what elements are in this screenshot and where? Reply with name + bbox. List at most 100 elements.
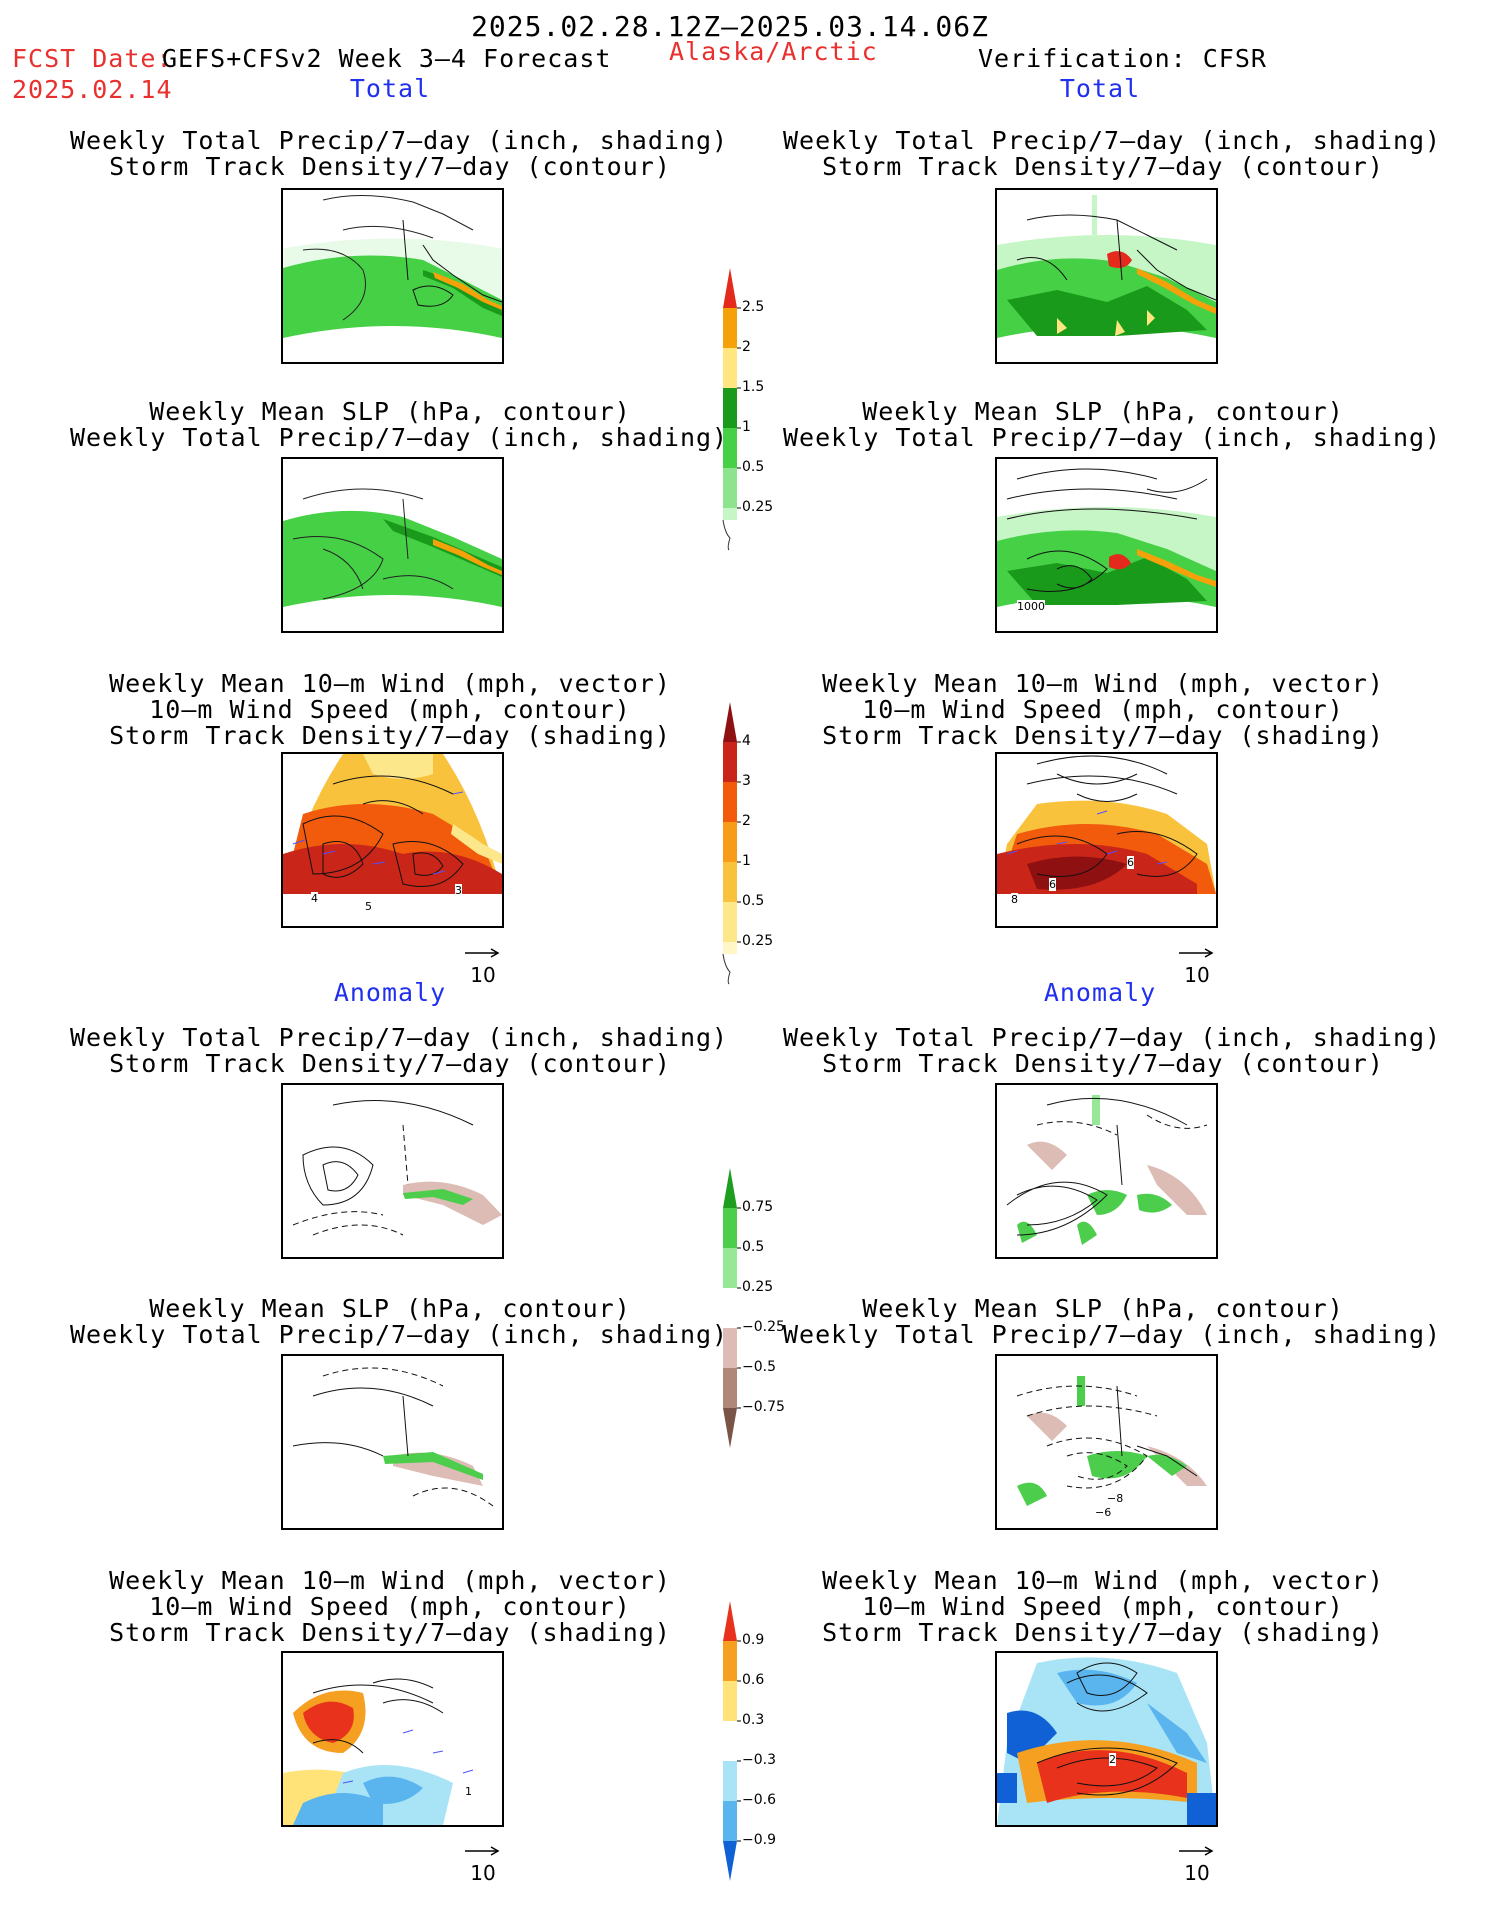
- colorbar-cap: [723, 1168, 737, 1208]
- colorbar-tail: [722, 519, 731, 551]
- panel-title: 10–m Wind Speed (mph, contour): [149, 1592, 631, 1621]
- panel-title: Weekly Mean 10–m Wind (mph, vector): [109, 1566, 671, 1595]
- verification-label: Verification: CFSR: [978, 44, 1267, 73]
- colorbar-segment: [723, 1368, 737, 1408]
- colorbar-tick-label: 0.3: [742, 1712, 765, 1728]
- reference-vector: 10: [463, 1842, 503, 1885]
- panel-title: Storm Track Density/7–day (contour): [109, 1049, 671, 1078]
- reference-vector-label: 10: [470, 963, 496, 987]
- colorbar-storm-total: 4 3 2 1 0.5 0.25: [719, 702, 789, 985]
- colorbar-tick-label: 0.25: [742, 933, 774, 949]
- panel-title: Weekly Mean 10–m Wind (mph, vector): [822, 1566, 1384, 1595]
- section-total-right: Total: [1059, 74, 1141, 103]
- panel-title: Weekly Mean 10–m Wind (mph, vector): [109, 669, 671, 698]
- colorbar-segment: [723, 428, 737, 468]
- colorbar-segment: [723, 348, 737, 388]
- colorbar-graphic: [723, 1601, 741, 1881]
- colorbar-precip-total: 2.5 2 1.5 1 0.5 0.25: [719, 268, 789, 551]
- region-title: Alaska/Arctic: [669, 37, 878, 66]
- colorbar-tick-label: 4: [742, 733, 751, 749]
- map-slp-precip-anom-cfsr: −8 −6: [995, 1354, 1218, 1530]
- panel-title: 10–m Wind Speed (mph, contour): [149, 695, 631, 724]
- period-title: 2025.02.28.12Z–2025.03.14.06Z: [471, 10, 989, 43]
- colorbar-graphic: [722, 702, 741, 985]
- panel-title: Weekly Total Precip/7–day (inch, shading…: [783, 1320, 1442, 1349]
- arrow-icon: [465, 1846, 500, 1856]
- colorbar-tick-label: −0.9: [742, 1832, 776, 1848]
- map-precip-total-gefs: [281, 188, 504, 364]
- colorbar-tail: [722, 953, 731, 985]
- map-slp-precip-total-gefs: [281, 457, 504, 633]
- fcst-date-value: 2025.02.14: [12, 75, 173, 104]
- arrow-icon: [1179, 948, 1214, 958]
- reference-vector: 10: [1177, 944, 1217, 987]
- colorbar-segment: [723, 508, 737, 520]
- colorbar-segment: [723, 388, 737, 428]
- map-contour-label: −6: [1095, 1506, 1112, 1519]
- colorbar-storm-anom: 0.9 0.6 0.3 −0.3 −0.6 −0.9: [719, 1601, 789, 1883]
- colorbar-tick-label: 0.25: [742, 499, 774, 515]
- map-wind-storm-anom-gefs: 1: [281, 1651, 504, 1827]
- panel-title: Storm Track Density/7–day (shading): [109, 721, 671, 750]
- map-precip-anom-gefs: [281, 1083, 504, 1259]
- map-contour-label: 8: [1011, 893, 1018, 906]
- map-contour-label: 6: [1049, 878, 1056, 891]
- section-total-left: Total: [349, 74, 431, 103]
- arrow-icon: [465, 948, 500, 958]
- panel-title: Weekly Mean SLP (hPa, contour): [149, 1294, 631, 1323]
- colorbar-cap: [723, 1601, 737, 1641]
- map-slp-precip-total-cfsr: 1000: [995, 457, 1218, 633]
- map-contour-label: 3: [455, 884, 462, 897]
- colorbar-cap: [723, 702, 737, 742]
- colorbar-segment: [723, 1248, 737, 1288]
- colorbar-tick-label: 1.5: [742, 379, 765, 395]
- map-contour-label: 1: [465, 1785, 472, 1798]
- panel-title: Weekly Mean SLP (hPa, contour): [862, 1294, 1344, 1323]
- panel-title: Weekly Total Precip/7–day (inch, shading…: [70, 126, 729, 155]
- reference-vector-label: 10: [470, 1861, 496, 1885]
- colorbar-segment: [723, 822, 737, 862]
- colorbar-tick-label: −0.25: [742, 1319, 785, 1335]
- reference-vector: 10: [463, 944, 503, 987]
- colorbar-segment: [723, 1328, 737, 1368]
- colorbar-segment: [723, 1641, 737, 1681]
- colorbar-segment: [723, 782, 737, 822]
- map-contour-label: 2: [1109, 1753, 1116, 1766]
- map-wind-storm-total-gefs: 4 5 3: [281, 752, 504, 928]
- colorbar-segment: [723, 862, 737, 902]
- map-contour-label: −8: [1107, 1492, 1124, 1505]
- panel-title: Weekly Total Precip/7–day (inch, shading…: [783, 1023, 1442, 1052]
- colorbar-cap: [723, 268, 737, 308]
- colorbar-tick-label: −0.6: [742, 1792, 776, 1808]
- colorbar-tick-label: 2: [742, 813, 751, 829]
- colorbar-tick-label: 0.5: [742, 1239, 765, 1255]
- arrow-icon: [1179, 1846, 1214, 1856]
- colorbar-cap: [723, 1408, 737, 1448]
- map-wind-storm-anom-cfsr: 2: [995, 1651, 1218, 1827]
- colorbar-tick-label: 1: [742, 419, 751, 435]
- panel-title: 10–m Wind Speed (mph, contour): [862, 695, 1344, 724]
- colorbar-segment: [723, 902, 737, 942]
- colorbar-precip-anom: 0.75 0.5 0.25 −0.25 −0.5 −0.75: [719, 1168, 789, 1450]
- reference-vector: 10: [1177, 1842, 1217, 1885]
- panel-title: Storm Track Density/7–day (shading): [822, 721, 1384, 750]
- colorbar-segment: [723, 1288, 737, 1328]
- colorbar-tick-label: −0.5: [742, 1359, 776, 1375]
- colorbar-segment: [723, 1681, 737, 1721]
- colorbar-tick-label: 0.5: [742, 459, 765, 475]
- colorbar-segment: [723, 1801, 737, 1841]
- map-contour-label: 4: [311, 892, 318, 905]
- section-anomaly-left: Anomaly: [333, 978, 447, 1007]
- map-wind-storm-total-cfsr: 8 6 6: [995, 752, 1218, 928]
- colorbar-tick-label: 0.25: [742, 1279, 774, 1295]
- colorbar-tick-label: −0.75: [742, 1399, 785, 1415]
- colorbar-cap: [723, 1841, 737, 1881]
- forecast-model: GEFS+CFSv2 Week 3–4 Forecast: [162, 44, 612, 73]
- map-precip-total-cfsr: [995, 188, 1218, 364]
- map-contour-label: 5: [365, 900, 372, 913]
- reference-vector-label: 10: [1184, 1861, 1210, 1885]
- map-slp-precip-anom-gefs: [281, 1354, 504, 1530]
- reference-vector-label: 10: [1184, 963, 1210, 987]
- map-contour-label: 1000: [1017, 600, 1045, 613]
- colorbar-graphic: [723, 1168, 741, 1448]
